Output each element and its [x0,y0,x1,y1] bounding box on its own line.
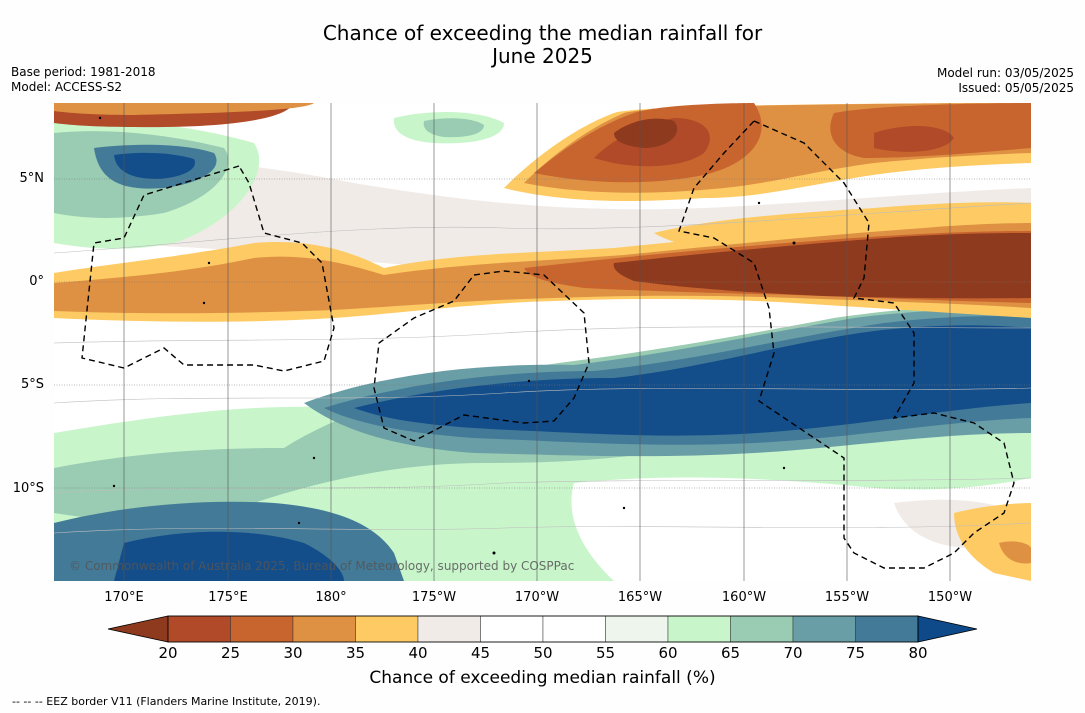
map-title-line1: Chance of exceeding the median rainfall … [322,21,763,45]
lon-label-150w: 150°W [927,590,973,605]
colorbar-over-arrow [917,615,978,643]
eez-border-line-islands [678,120,1015,569]
lat-label-5n: 5°N [19,171,45,186]
north-darkest-region [614,118,678,148]
lat-label-0: 0° [29,274,44,289]
colorbar-segment [730,615,794,643]
south-dark-blue-region [354,325,1031,436]
meta-right: Model run: 03/05/2025 Issued: 05/05/2025 [937,66,1074,96]
colorbar-tick-label: 20 [158,644,178,662]
lon-label-170w: 170°W [514,590,560,605]
lat-gridlines [54,178,1031,489]
colorbar-segment [167,615,231,643]
colorbar-tick-label: 40 [408,644,428,662]
colorbar-tick-label: 60 [658,644,678,662]
colorbar-segment [230,615,294,643]
eez-border-kiribati-west [81,165,335,372]
eez-border-phoenix [373,270,590,442]
issued-text: Issued: 05/05/2025 [958,81,1074,95]
southeast-dark-orange-region [999,541,1031,564]
colorbar-tick-label: 45 [470,644,491,662]
colorbar-segment [292,615,356,643]
lat-label-10s: 10°S [12,481,44,496]
colorbar-tick-label: 50 [533,644,553,662]
island-markers [98,116,796,555]
lat-label-5s: 5°S [20,377,44,392]
colorbar [107,615,978,643]
colorbar-segment [355,615,419,643]
lon-label-170e: 170°E [104,590,144,605]
colorbar-tick-label: 75 [845,644,866,662]
eez-borders [81,120,1015,569]
colorbar-tick-label: 25 [220,644,241,662]
northeast-dark-brown-region [874,126,954,152]
copyright-notice: © Commonwealth of Australia 2025, Bureau… [69,559,575,573]
model-run-text: Model run: 03/05/2025 [936,66,1074,80]
colorbar-segment [855,615,919,643]
colorbar-tick-label: 55 [595,644,616,662]
rainfall-map-svg [54,103,1031,581]
colorbar-tick-label: 65 [720,644,741,662]
map-title: Chance of exceeding the median rainfall … [0,22,1085,68]
northwest-dark-blue-region [114,152,195,179]
lon-label-175e: 175°E [208,590,248,605]
colorbar-segment [792,615,856,643]
lon-label-175w: 175°W [411,590,457,605]
colorbar-tick-label: 35 [345,644,366,662]
colorbar-tick-label: 70 [783,644,803,662]
colorbar-segment [417,615,481,643]
model-text: Model: ACCESS-S2 [11,80,123,94]
map-title-line2: June 2025 [492,44,593,68]
base-period-text: Base period: 1981-2018 [11,65,156,79]
north-small-teal-region [423,118,484,138]
colorbar-tick-label: 80 [908,644,928,662]
meta-left: Base period: 1981-2018 Model: ACCESS-S2 [11,65,156,95]
contour-lines [54,202,1031,534]
southwest-dark-blue-region [114,531,344,581]
colorbar-under-arrow [107,615,169,643]
lon-label-180: 180° [315,590,347,605]
colorbar-outline [167,615,919,643]
lon-label-165w: 165°W [617,590,663,605]
colorbar-segment [605,615,669,643]
colorbar-label: Chance of exceeding median rainfall (%) [369,668,716,688]
lon-gridlines [123,103,951,581]
eez-footnote: -- -- -- EEZ border V11 (Flanders Marine… [12,695,321,708]
lon-label-160w: 160°W [721,590,767,605]
lon-label-155w: 155°W [824,590,870,605]
colorbar-tick-label: 30 [283,644,303,662]
rainfall-map [54,103,1031,581]
colorbar-segment [480,615,544,643]
colorbar-segment [542,615,606,643]
north-top-left-orange-region [54,103,314,115]
colorbar-segment [667,615,731,643]
southeast-orange-region [954,503,1031,581]
